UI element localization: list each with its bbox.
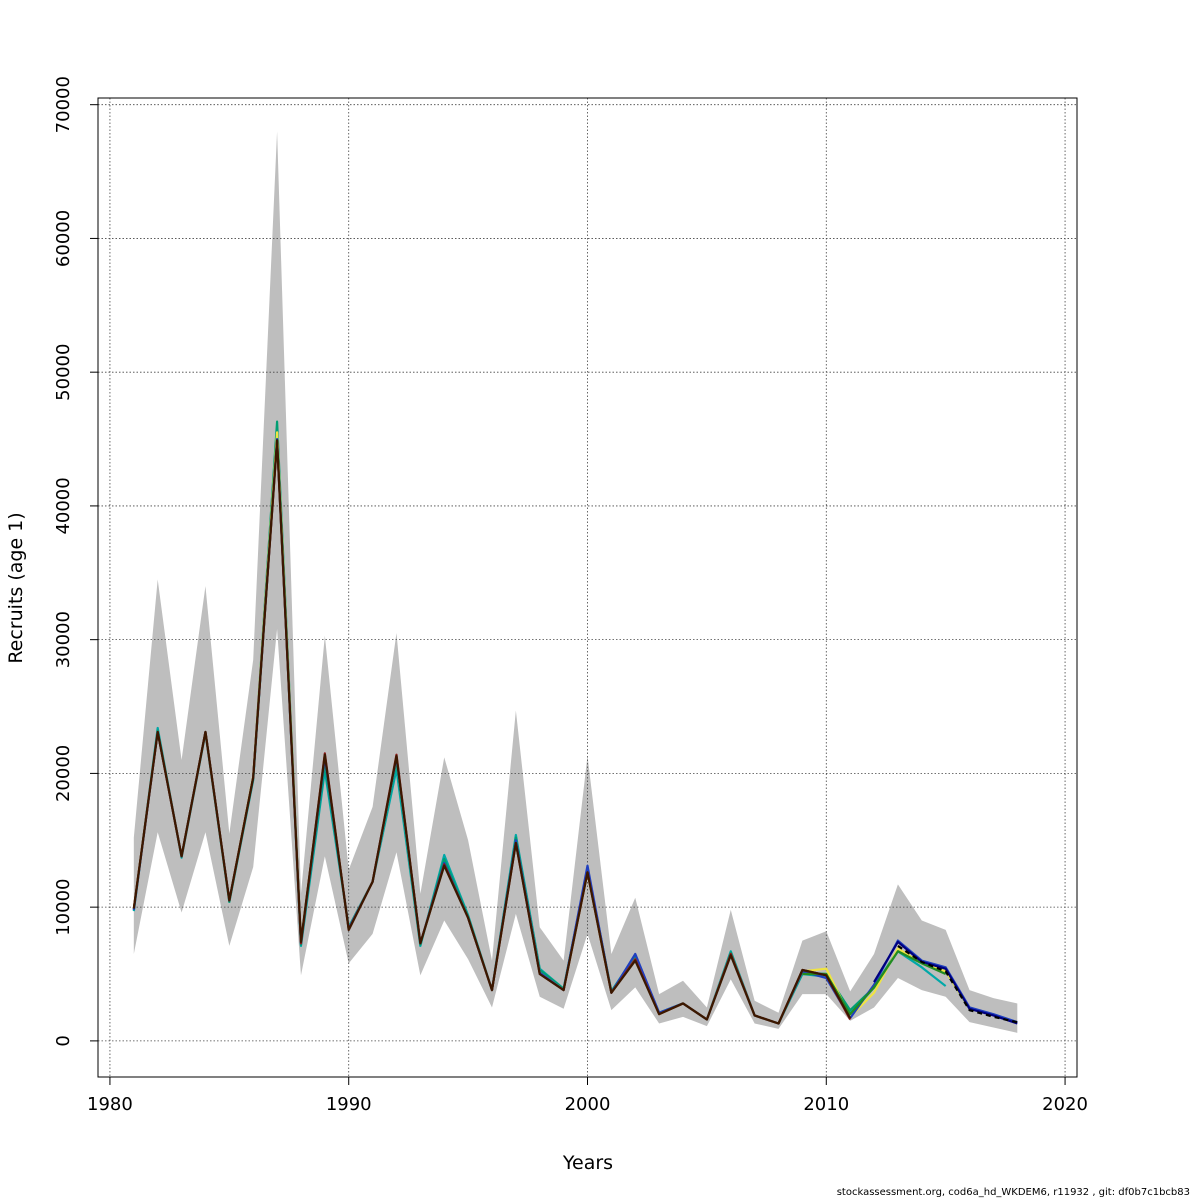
y-tick-label: 60000 xyxy=(53,210,74,267)
x-tick-label: 2010 xyxy=(803,1094,849,1115)
y-tick-label: 70000 xyxy=(53,76,74,133)
confidence-band xyxy=(133,131,1018,1033)
y-tick-label: 30000 xyxy=(53,611,74,668)
x-tick-label: 2020 xyxy=(1042,1094,1088,1115)
x-tick-label: 2000 xyxy=(565,1094,611,1115)
series-layer xyxy=(132,420,1018,1025)
y-tick-label: 50000 xyxy=(53,344,74,401)
footer-text: stockassessment.org, cod6a_hd_WKDEM6, r1… xyxy=(836,1187,1190,1198)
y-tick-label: 40000 xyxy=(53,477,74,534)
series-line-6 xyxy=(802,950,947,1016)
grid-layer xyxy=(98,98,1077,1077)
axis-layer: 1980 1990 2000 2010 2020 0 10000 20000 30000 4000… xyxy=(53,76,1088,1115)
y-tick-label: 20000 xyxy=(53,745,74,802)
series-line-9 xyxy=(897,945,1018,1024)
x-tick-label: 1990 xyxy=(326,1094,372,1115)
y-tick-label: 10000 xyxy=(53,879,74,936)
x-axis-title: Years xyxy=(562,1152,613,1174)
series-line-8 xyxy=(132,439,852,1025)
confidence-band-layer xyxy=(133,131,1018,1033)
x-tick-label: 1980 xyxy=(87,1094,133,1115)
y-axis-title: Recruits (age 1) xyxy=(5,512,27,663)
series-line-7 xyxy=(132,440,852,1025)
series-line-5 xyxy=(873,940,1018,1025)
y-tick-label: 0 xyxy=(53,1035,74,1046)
